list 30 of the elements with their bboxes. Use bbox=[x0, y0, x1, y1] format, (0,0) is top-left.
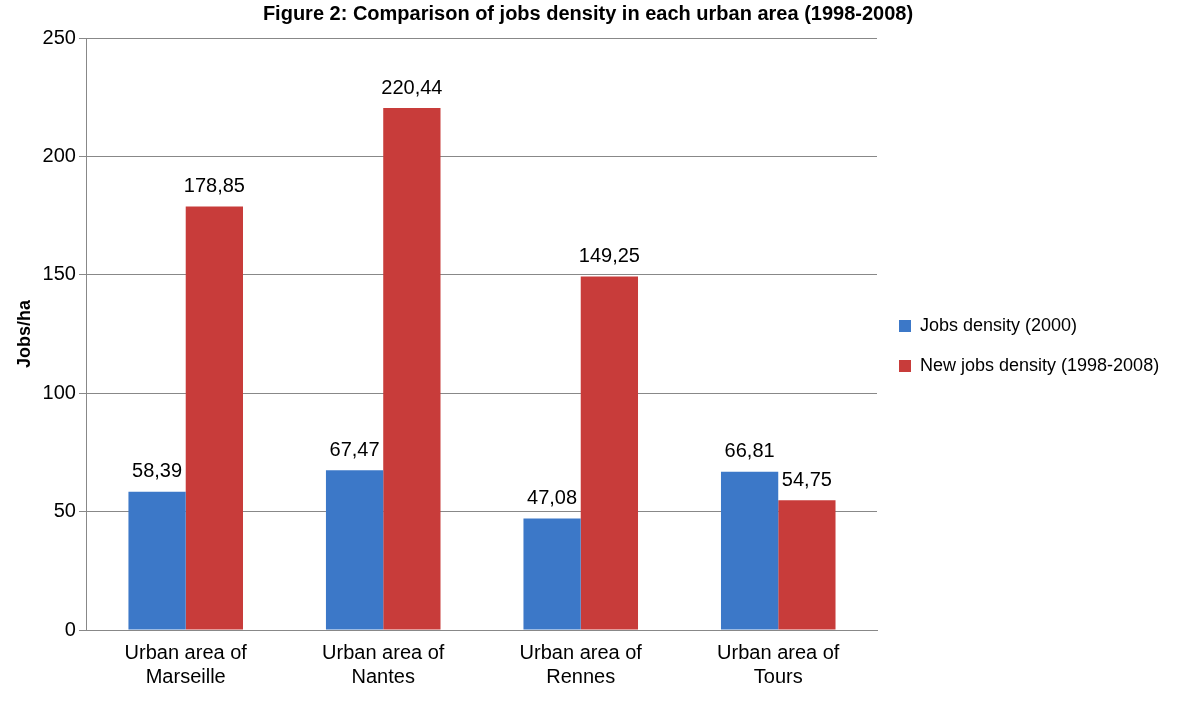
chart-title: Figure 2: Comparison of jobs density in each urban area (1998-2008) bbox=[262, 1, 914, 24]
y-tick-label: 100 bbox=[42, 380, 76, 403]
y-tick-label: 150 bbox=[42, 262, 76, 285]
x-tick-label: Urban area of Marseille bbox=[124, 640, 248, 687]
data-label: 220,44 bbox=[381, 75, 443, 98]
bar bbox=[185, 206, 243, 630]
bar bbox=[383, 108, 441, 630]
bar bbox=[523, 518, 581, 630]
x-tick-label: Urban area of Tours bbox=[717, 640, 840, 687]
data-label: 58,39 bbox=[132, 459, 183, 482]
y-tick-label: 200 bbox=[42, 143, 76, 166]
bar bbox=[778, 500, 836, 630]
bar bbox=[325, 470, 384, 630]
data-label: 54,75 bbox=[781, 467, 832, 490]
x-tick-label: Urban area of Rennes bbox=[519, 640, 643, 687]
y-tick-label: 250 bbox=[42, 25, 76, 48]
data-label: 47,08 bbox=[527, 486, 578, 509]
bar bbox=[128, 491, 186, 630]
legend-label: Jobs density (2000) bbox=[920, 314, 1078, 335]
y-axis-title: Jobs/ha bbox=[13, 299, 34, 369]
legend-label: New jobs density (1998-2008) bbox=[920, 354, 1160, 375]
x-tick-label: Urban area of Nantes bbox=[322, 640, 445, 687]
bar bbox=[580, 276, 639, 630]
data-label: 66,81 bbox=[724, 439, 775, 462]
y-tick-label: 0 bbox=[64, 617, 76, 640]
data-label: 149,25 bbox=[578, 244, 640, 267]
data-label: 178,85 bbox=[183, 174, 245, 196]
bar bbox=[720, 471, 779, 630]
y-tick-label: 50 bbox=[53, 499, 76, 522]
data-label: 67,47 bbox=[329, 437, 380, 460]
